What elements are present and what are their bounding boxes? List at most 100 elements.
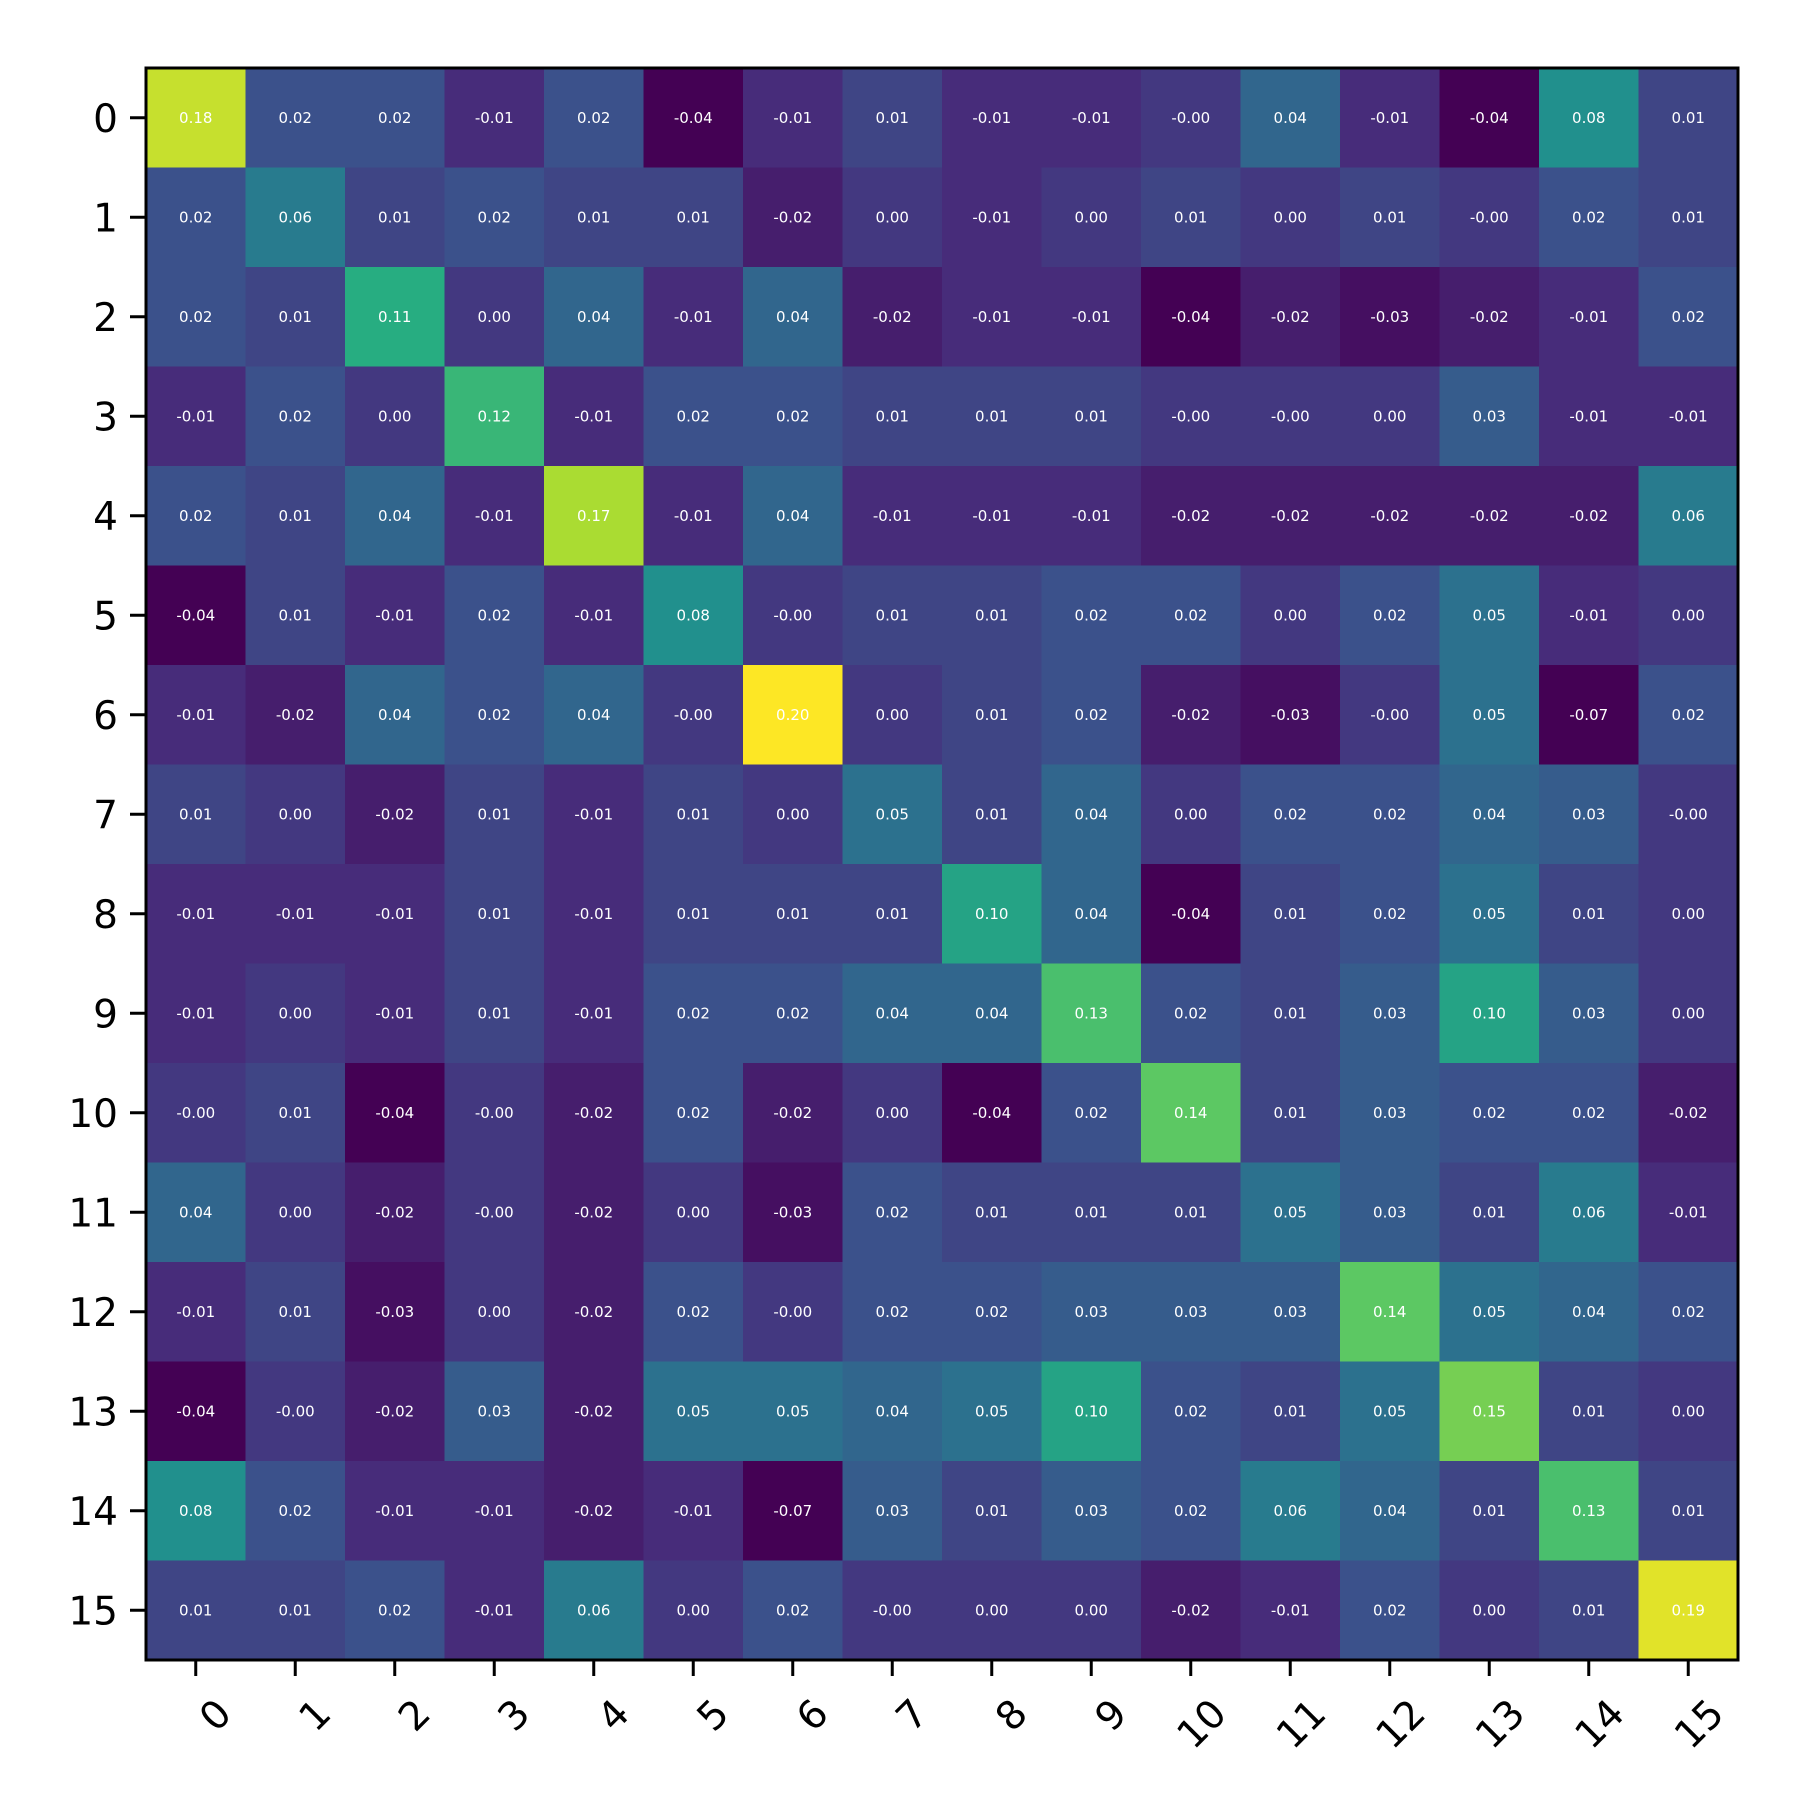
heatmap-cell-13-13: [1439, 1361, 1540, 1462]
heatmap-cell-12-2: [345, 1262, 445, 1362]
cell-value-label-10-15: -0.02: [1669, 1104, 1708, 1122]
cell-value-label-14-15: 0.01: [1672, 1502, 1705, 1520]
cell-value-label-11-12: 0.03: [1373, 1203, 1406, 1221]
cell-value-label-6-6: 0.20: [776, 706, 809, 724]
heatmap-cell-15-11: [1240, 1560, 1341, 1661]
heatmap-cell-6-11: [1240, 665, 1341, 765]
y-tick-label-3: 3: [93, 395, 118, 440]
cell-value-label-11-9: 0.01: [1075, 1203, 1108, 1221]
heatmap-cell-5-3: [444, 565, 545, 666]
cell-value-label-11-7: 0.02: [876, 1203, 909, 1221]
cell-value-label-15-9: 0.00: [1075, 1601, 1108, 1619]
heatmap-cell-10-7: [842, 1063, 943, 1163]
cell-value-label-9-15: 0.00: [1672, 1004, 1705, 1022]
heatmap-cell-6-1: [245, 665, 346, 765]
heatmap-cell-12-4: [544, 1262, 644, 1362]
cell-value-label-1-5: 0.01: [677, 208, 710, 226]
cell-value-label-12-6: -0.00: [773, 1303, 812, 1321]
cell-value-label-4-4: 0.17: [577, 507, 610, 525]
heatmap-cell-11-5: [643, 1162, 744, 1263]
cell-value-label-3-14: -0.01: [1569, 407, 1608, 425]
heatmap-cell-10-3: [444, 1063, 545, 1163]
cell-value-label-14-3: -0.01: [475, 1502, 514, 1520]
x-tick-label-6: 6: [788, 1691, 837, 1740]
cell-value-label-4-13: -0.02: [1470, 507, 1509, 525]
cell-value-label-0-12: -0.01: [1370, 109, 1409, 127]
heatmap-cell-14-5: [643, 1461, 744, 1561]
x-tick-label-9: 9: [1087, 1691, 1136, 1740]
heatmap-cell-7-8: [942, 764, 1042, 865]
cell-value-label-5-10: 0.02: [1174, 606, 1207, 624]
heatmap-cell-12-11: [1240, 1262, 1341, 1362]
heatmap-cell-14-14: [1539, 1461, 1639, 1561]
cell-value-label-12-5: 0.02: [677, 1303, 710, 1321]
cell-value-label-8-1: -0.01: [276, 905, 315, 923]
cell-value-label-10-5: 0.02: [677, 1104, 710, 1122]
cell-value-label-10-12: 0.03: [1373, 1104, 1406, 1122]
heatmap-cell-8-4: [544, 864, 644, 964]
heatmap-cell-4-1: [245, 466, 346, 566]
cell-value-label-0-8: -0.01: [972, 109, 1011, 127]
cell-value-label-3-7: 0.01: [876, 407, 909, 425]
heatmap-cell-4-5: [643, 466, 744, 566]
cell-value-label-14-14: 0.13: [1572, 1502, 1605, 1520]
cell-value-label-9-13: 0.10: [1473, 1004, 1506, 1022]
cell-value-label-11-6: -0.03: [773, 1203, 812, 1221]
cell-value-label-6-13: 0.05: [1473, 706, 1506, 724]
heatmap-cell-4-3: [444, 466, 545, 566]
x-tick-label-10: 10: [1169, 1691, 1236, 1758]
cell-value-label-15-0: 0.01: [179, 1601, 212, 1619]
cell-value-label-8-0: -0.01: [176, 905, 215, 923]
y-tick-label-10: 10: [68, 1092, 118, 1137]
cell-value-label-14-5: -0.01: [674, 1502, 713, 1520]
cell-value-label-2-8: -0.01: [972, 308, 1011, 326]
heatmap-cell-5-5: [643, 565, 744, 666]
cell-value-label-15-1: 0.01: [279, 1601, 312, 1619]
x-tick-label-15: 15: [1666, 1691, 1733, 1758]
cell-value-label-0-5: -0.04: [674, 109, 713, 127]
cell-value-label-7-6: 0.00: [776, 805, 809, 823]
heatmap-cell-0-8: [942, 68, 1042, 168]
heatmap-cell-8-7: [842, 864, 943, 964]
heatmap-cell-8-8: [942, 864, 1042, 964]
heatmap-cell-10-4: [544, 1063, 644, 1163]
heatmap-cell-12-12: [1340, 1262, 1440, 1362]
cell-value-label-0-14: 0.08: [1572, 109, 1605, 127]
heatmap-cell-0-7: [842, 68, 943, 168]
heatmap-cell-5-2: [345, 565, 445, 666]
heatmap-cell-8-13: [1439, 864, 1540, 964]
x-axis-ticks: 0 1 2 3 4 5 6 7 8 9 10 11 12 13 14 15: [191, 1660, 1733, 1758]
heatmap-cell-5-15: [1638, 565, 1739, 666]
heatmap-cell-7-7: [842, 764, 943, 865]
cell-value-label-2-4: 0.04: [577, 308, 610, 326]
heatmap-cell-13-4: [544, 1361, 644, 1462]
heatmap-cell-10-9: [1041, 1063, 1142, 1163]
heatmap-cell-4-7: [842, 466, 943, 566]
heatmap-cell-0-9: [1041, 68, 1142, 168]
heatmap-cell-1-8: [942, 167, 1042, 268]
heatmap-cell-5-13: [1439, 565, 1540, 666]
cell-value-label-1-0: 0.02: [179, 208, 212, 226]
cell-value-label-8-3: 0.01: [478, 905, 511, 923]
heatmap-cell-1-13: [1439, 167, 1540, 268]
cell-value-label-9-2: -0.01: [375, 1004, 414, 1022]
cell-value-label-9-14: 0.03: [1572, 1004, 1605, 1022]
cell-value-label-1-10: 0.01: [1174, 208, 1207, 226]
heatmap-cell-8-9: [1041, 864, 1142, 964]
heatmap-cell-3-2: [345, 366, 445, 467]
cell-value-label-14-10: 0.02: [1174, 1502, 1207, 1520]
x-tick-label-0: 0: [191, 1691, 240, 1740]
cell-value-label-11-11: 0.05: [1274, 1203, 1307, 1221]
heatmap-cell-14-8: [942, 1461, 1042, 1561]
heatmap-cell-2-13: [1439, 267, 1540, 367]
cell-value-label-11-1: 0.00: [279, 1203, 312, 1221]
y-tick-label-8: 8: [93, 893, 118, 938]
cell-value-label-0-0: 0.18: [179, 109, 212, 127]
heatmap-cell-12-7: [842, 1262, 943, 1362]
cell-value-label-2-2: 0.11: [378, 308, 411, 326]
heatmap-cell-0-15: [1638, 68, 1739, 168]
cell-value-label-3-15: -0.01: [1669, 407, 1708, 425]
cell-value-label-4-1: 0.01: [279, 507, 312, 525]
cell-value-label-2-9: -0.01: [1072, 308, 1111, 326]
cell-value-label-12-4: -0.02: [574, 1303, 613, 1321]
